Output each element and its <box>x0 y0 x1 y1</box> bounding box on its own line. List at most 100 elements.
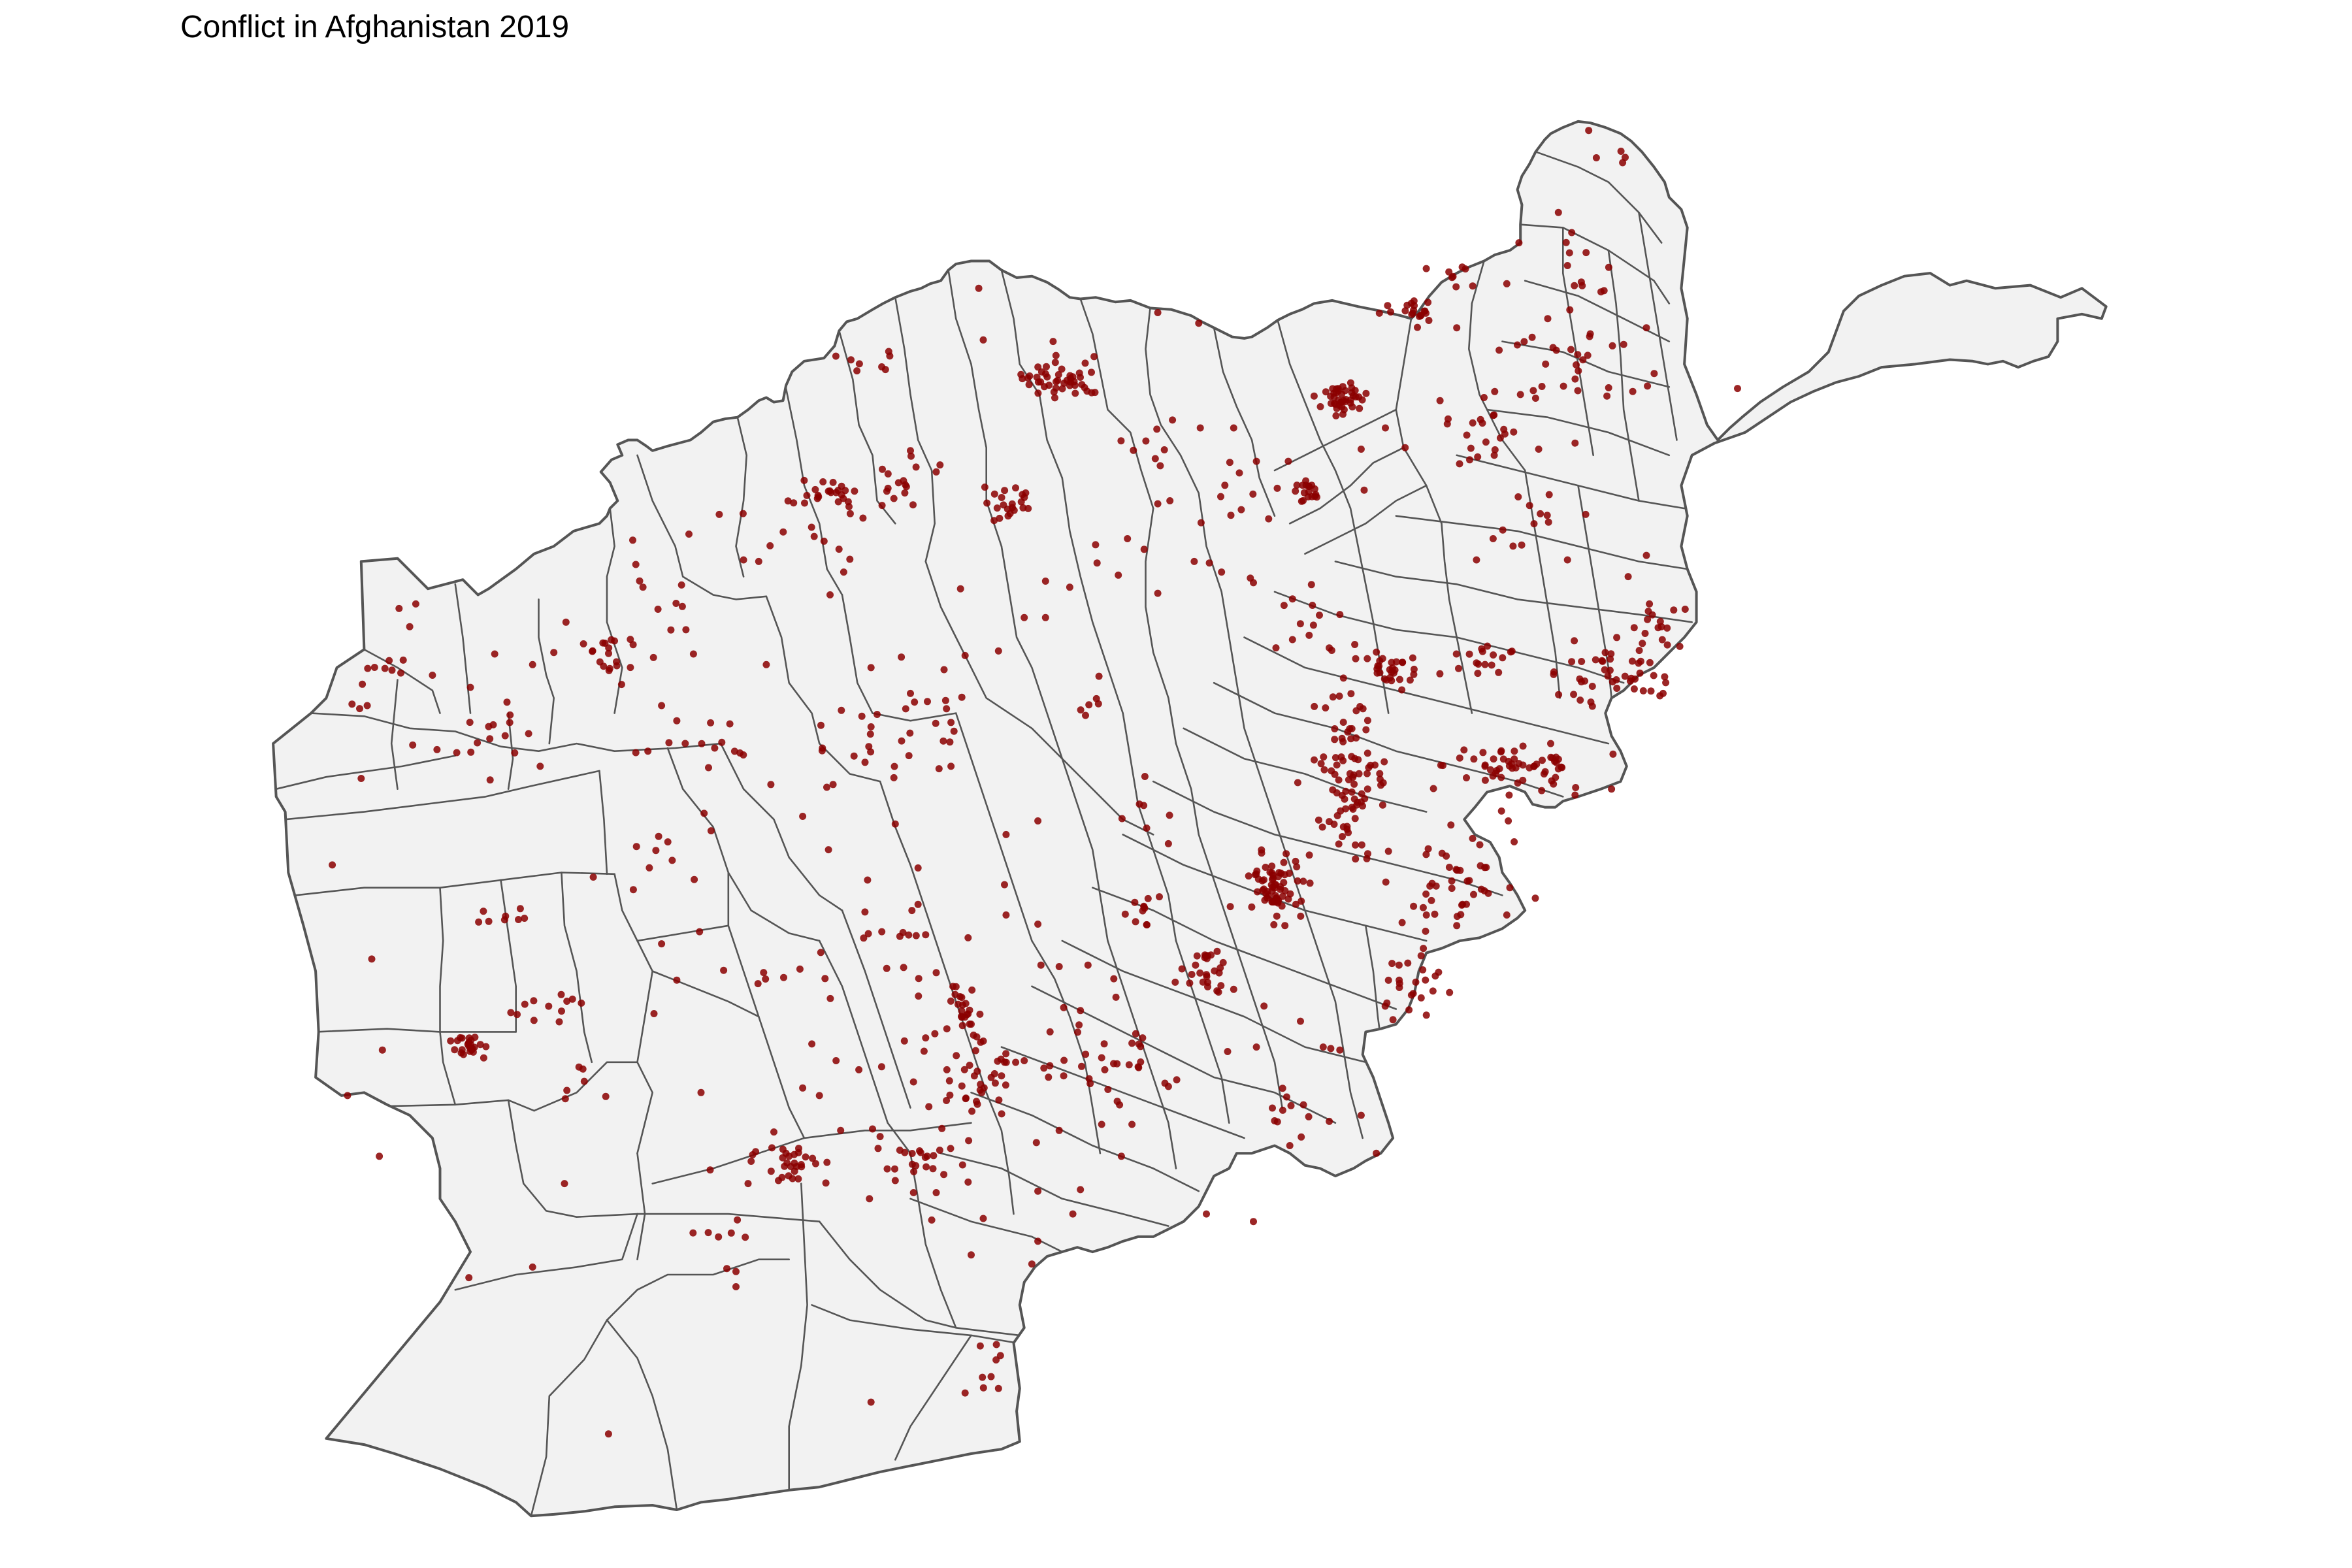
conflict-event-point <box>525 730 532 738</box>
conflict-event-point <box>1663 624 1671 632</box>
conflict-event-point <box>1078 1062 1085 1070</box>
conflict-event-point <box>1470 755 1478 763</box>
conflict-event-point <box>1545 491 1553 498</box>
conflict-event-point <box>589 647 596 655</box>
conflict-event-point <box>485 917 493 925</box>
conflict-event-point <box>921 1154 929 1161</box>
conflict-event-point <box>1028 1260 1036 1268</box>
conflict-event-point <box>1436 670 1444 678</box>
district-boundary <box>1152 780 1503 896</box>
conflict-event-point <box>1352 855 1360 863</box>
conflict-event-point <box>890 774 898 781</box>
conflict-event-point <box>1351 641 1359 648</box>
conflict-event-point <box>1226 903 1234 911</box>
conflict-event-point <box>747 1158 755 1165</box>
conflict-event-point <box>1350 795 1358 803</box>
conflict-event-point <box>1541 768 1549 776</box>
district-boundary <box>1031 939 1102 1154</box>
conflict-event-point <box>1533 760 1541 768</box>
conflict-event-point <box>909 1189 917 1196</box>
conflict-event-point <box>1401 307 1409 315</box>
conflict-event-point <box>1577 278 1585 286</box>
conflict-event-point <box>1041 383 1048 391</box>
conflict-event-point <box>1055 963 1063 970</box>
conflict-event-point <box>1484 642 1492 650</box>
conflict-event-point <box>1166 497 1174 504</box>
conflict-event-point <box>632 561 640 568</box>
conflict-event-point <box>809 1154 817 1162</box>
conflict-event-point <box>1658 636 1666 644</box>
conflict-event-point <box>580 640 587 647</box>
conflict-event-point <box>1496 434 1504 442</box>
conflict-event-point <box>785 1152 793 1160</box>
conflict-event-point <box>767 1168 775 1175</box>
conflict-event-point <box>689 1229 697 1237</box>
conflict-event-point <box>975 284 983 292</box>
conflict-event-point <box>1268 869 1276 877</box>
conflict-event-point <box>501 732 509 740</box>
conflict-event-point <box>1190 557 1198 565</box>
conflict-event-point <box>1279 1106 1286 1114</box>
conflict-event-point <box>1639 687 1647 694</box>
conflict-event-point <box>696 928 704 936</box>
conflict-event-point <box>867 664 875 672</box>
conflict-event-point <box>1078 381 1086 389</box>
conflict-event-point <box>1156 893 1163 901</box>
conflict-event-point <box>1417 994 1425 1002</box>
conflict-event-point <box>1254 888 1261 896</box>
conflict-event-point <box>1477 862 1484 870</box>
conflict-event-point <box>1305 631 1313 639</box>
conflict-event-point <box>1608 785 1616 793</box>
district-boundary <box>1079 298 1154 510</box>
conflict-event-point <box>946 738 954 746</box>
conflict-event-point <box>500 916 508 924</box>
district-boundary <box>1562 227 1594 457</box>
conflict-event-point <box>467 1036 475 1044</box>
conflict-event-point <box>1358 841 1365 849</box>
conflict-event-point <box>1604 672 1612 680</box>
district-boundary <box>439 887 444 1033</box>
conflict-event-point <box>1349 806 1357 813</box>
conflict-event-point <box>1568 658 1576 666</box>
conflict-event-point <box>885 348 892 355</box>
conflict-event-point <box>1576 696 1584 704</box>
conflict-event-point <box>730 747 738 755</box>
conflict-event-point <box>780 973 787 981</box>
conflict-event-point <box>485 723 493 730</box>
conflict-event-point <box>1469 282 1477 290</box>
conflict-event-point <box>1333 404 1341 412</box>
conflict-event-point <box>1141 904 1149 912</box>
conflict-event-point <box>1630 624 1638 632</box>
conflict-event-point <box>962 1095 970 1103</box>
conflict-event-point <box>1422 927 1429 935</box>
conflict-event-point <box>1531 894 1539 902</box>
conflict-event-point <box>1376 770 1384 777</box>
conflict-event-point <box>1248 903 1256 911</box>
conflict-event-point <box>1437 761 1445 769</box>
conflict-event-point <box>1128 1120 1136 1128</box>
conflict-event-point <box>947 1145 955 1152</box>
conflict-event-point <box>867 1398 875 1406</box>
conflict-event-point <box>568 995 576 1003</box>
conflict-event-point <box>1571 375 1579 383</box>
conflict-event-point <box>550 649 558 657</box>
conflict-event-point <box>947 997 955 1005</box>
conflict-event-point <box>672 600 680 607</box>
conflict-event-point <box>1554 208 1562 216</box>
conflict-event-point <box>1034 1237 1042 1245</box>
conflict-event-point <box>1143 921 1151 929</box>
district-boundary <box>1395 318 1443 525</box>
conflict-event-point <box>983 499 991 507</box>
conflict-event-point <box>1077 706 1085 714</box>
conflict-event-point <box>1428 879 1436 887</box>
conflict-event-point <box>627 664 634 672</box>
conflict-event-point <box>681 740 689 747</box>
conflict-event-point <box>1293 482 1301 489</box>
conflict-event-point <box>1037 368 1045 376</box>
conflict-event-point <box>480 907 487 915</box>
conflict-event-point <box>726 720 734 728</box>
conflict-event-point <box>1647 687 1655 695</box>
conflict-event-point <box>855 360 863 368</box>
conflict-event-point <box>1327 1045 1335 1053</box>
conflict-event-point <box>1597 288 1605 296</box>
